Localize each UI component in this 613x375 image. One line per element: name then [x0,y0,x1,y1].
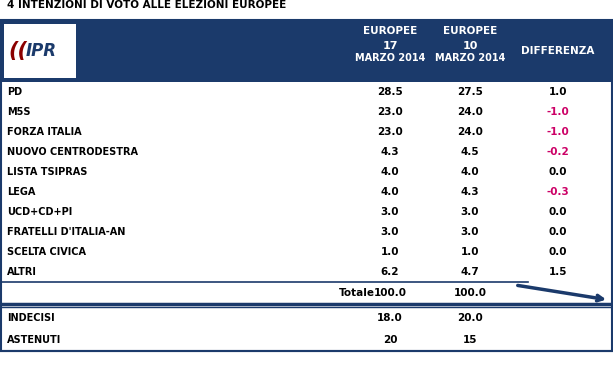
Text: LISTA TSIPRAS: LISTA TSIPRAS [7,167,88,177]
Bar [1,262,612,282]
Text: 27.5: 27.5 [457,87,483,97]
Text: 10: 10 [462,41,478,51]
Text: 24.0: 24.0 [457,127,483,137]
Bar [1,20,612,351]
Text: 3.0: 3.0 [381,227,399,237]
Text: 20.0: 20.0 [457,313,483,323]
Text: INDECISI: INDECISI [7,313,55,323]
Bar [1,20,612,82]
Text: UCD+CD+PI: UCD+CD+PI [7,207,72,217]
Text: 100.0: 100.0 [373,288,406,298]
Text: IPR: IPR [26,42,57,60]
Text: -0.2: -0.2 [547,147,569,157]
Text: 4.0: 4.0 [461,167,479,177]
Text: LEGA: LEGA [7,187,36,197]
Text: NUOVO CENTRODESTRA: NUOVO CENTRODESTRA [7,147,138,157]
Text: 0.0: 0.0 [549,227,567,237]
Text: 23.0: 23.0 [377,127,403,137]
Text: MARZO 2014: MARZO 2014 [355,53,425,63]
Text: 3.0: 3.0 [381,207,399,217]
Text: -0.3: -0.3 [547,187,569,197]
Text: Totale: Totale [339,288,375,298]
Bar [1,182,612,202]
Text: 3.0: 3.0 [461,207,479,217]
Text: 28.5: 28.5 [377,87,403,97]
Text: 18.0: 18.0 [377,313,403,323]
Text: 24.0: 24.0 [457,107,483,117]
Text: EUROPEE: EUROPEE [363,26,417,36]
Text: ASTENUTI: ASTENUTI [7,335,61,345]
Text: 6.2: 6.2 [381,267,399,277]
Bar [1,82,612,102]
Bar [1,122,612,142]
Text: FRATELLI D'ITALIA-AN: FRATELLI D'ITALIA-AN [7,227,126,237]
Bar [1,142,612,162]
Text: -1.0: -1.0 [547,107,569,117]
Text: MARZO 2014: MARZO 2014 [435,53,505,63]
Text: 0.0: 0.0 [549,207,567,217]
Text: FORZA ITALIA: FORZA ITALIA [7,127,82,137]
Text: 4 INTENZIONI DI VOTO ALLE ELEZIONI EUROPEE: 4 INTENZIONI DI VOTO ALLE ELEZIONI EUROP… [7,0,286,10]
Text: ((: (( [8,41,27,61]
Text: 23.0: 23.0 [377,107,403,117]
Text: 20: 20 [383,335,397,345]
Text: 4.5: 4.5 [461,147,479,157]
Text: 3.0: 3.0 [461,227,479,237]
Text: ALTRI: ALTRI [7,267,37,277]
Text: 4.7: 4.7 [460,267,479,277]
Text: SCELTA CIVICA: SCELTA CIVICA [7,247,86,257]
Text: 100.0: 100.0 [454,288,487,298]
Text: 0.0: 0.0 [549,247,567,257]
Text: 4.0: 4.0 [381,187,399,197]
Bar [1,102,612,122]
Text: DIFFERENZA: DIFFERENZA [521,46,595,56]
Bar [1,222,612,242]
Text: PD: PD [7,87,22,97]
Text: 4.3: 4.3 [461,187,479,197]
Text: 4.3: 4.3 [381,147,399,157]
Text: -1.0: -1.0 [547,127,569,137]
Bar [1,162,612,182]
Bar [4,24,76,78]
Bar [1,242,612,262]
Text: M5S: M5S [7,107,31,117]
Text: 1.0: 1.0 [381,247,399,257]
Bar [1,202,612,222]
Text: 17: 17 [383,41,398,51]
Text: 1.5: 1.5 [549,267,567,277]
Text: 1.0: 1.0 [461,247,479,257]
Text: 15: 15 [463,335,478,345]
Text: 0.0: 0.0 [549,167,567,177]
Text: 1.0: 1.0 [549,87,567,97]
Text: EUROPEE: EUROPEE [443,26,497,36]
Text: 4.0: 4.0 [381,167,399,177]
